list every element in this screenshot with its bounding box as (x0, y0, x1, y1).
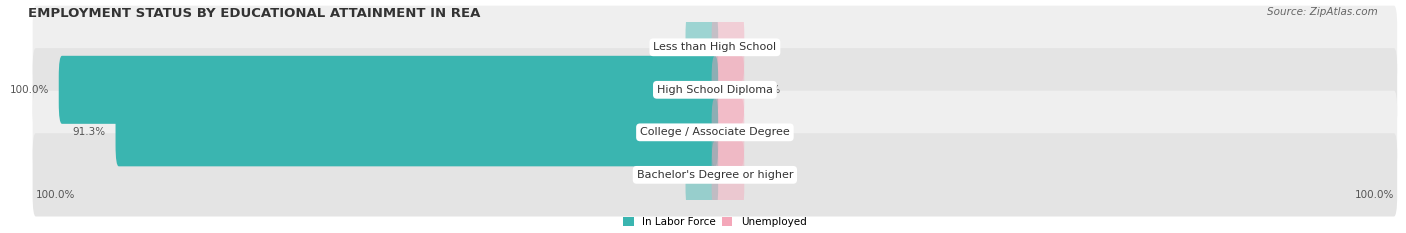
FancyBboxPatch shape (115, 98, 718, 166)
Text: 0.0%: 0.0% (754, 85, 780, 95)
FancyBboxPatch shape (686, 13, 718, 81)
Text: 100.0%: 100.0% (10, 85, 49, 95)
FancyBboxPatch shape (711, 98, 744, 166)
FancyBboxPatch shape (32, 133, 1398, 216)
Text: EMPLOYMENT STATUS BY EDUCATIONAL ATTAINMENT IN REA: EMPLOYMENT STATUS BY EDUCATIONAL ATTAINM… (28, 7, 481, 20)
FancyBboxPatch shape (686, 141, 718, 209)
Text: 0.0%: 0.0% (650, 170, 676, 180)
Text: 100.0%: 100.0% (37, 189, 76, 199)
Text: Less than High School: Less than High School (654, 42, 776, 52)
Text: College / Associate Degree: College / Associate Degree (640, 127, 790, 137)
Text: High School Diploma: High School Diploma (657, 85, 773, 95)
FancyBboxPatch shape (59, 56, 718, 124)
FancyBboxPatch shape (711, 13, 744, 81)
Legend: In Labor Force, Unemployed: In Labor Force, Unemployed (623, 217, 807, 227)
FancyBboxPatch shape (711, 141, 744, 209)
FancyBboxPatch shape (32, 48, 1398, 131)
Text: 0.0%: 0.0% (754, 170, 780, 180)
Text: 91.3%: 91.3% (73, 127, 105, 137)
FancyBboxPatch shape (32, 6, 1398, 89)
Text: 0.0%: 0.0% (650, 42, 676, 52)
Text: 0.0%: 0.0% (754, 42, 780, 52)
FancyBboxPatch shape (711, 56, 744, 124)
Text: Bachelor's Degree or higher: Bachelor's Degree or higher (637, 170, 793, 180)
FancyBboxPatch shape (32, 91, 1398, 174)
Text: 100.0%: 100.0% (1354, 189, 1393, 199)
Text: 0.0%: 0.0% (754, 127, 780, 137)
Text: Source: ZipAtlas.com: Source: ZipAtlas.com (1267, 7, 1378, 17)
